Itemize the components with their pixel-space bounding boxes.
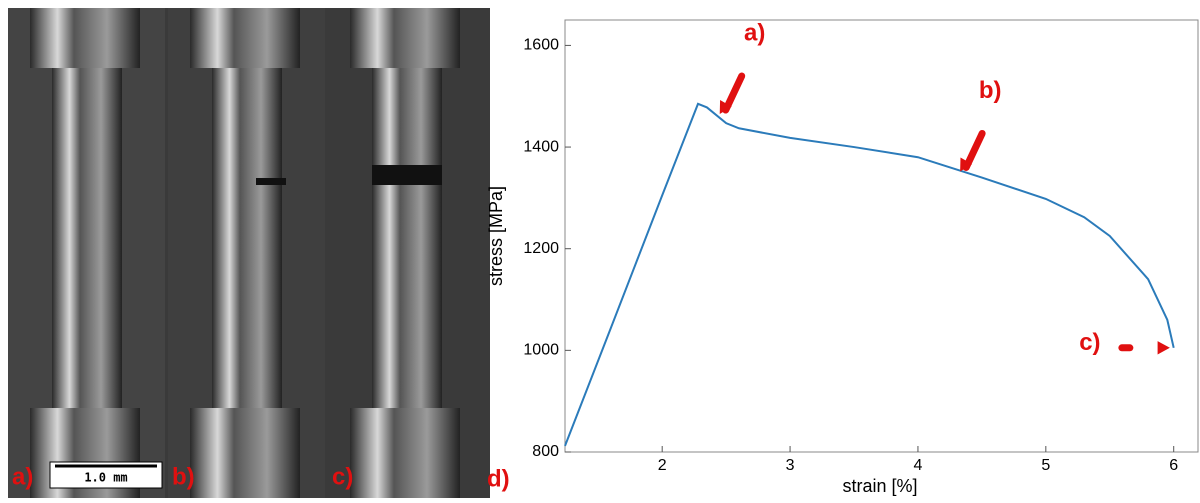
annotation-arrowhead: [719, 100, 732, 115]
panel-label: d): [487, 465, 510, 492]
y-tick-label: 1600: [523, 37, 559, 54]
specimen: [328, 8, 488, 498]
line: [564, 102, 1175, 447]
y-axis-title: stress [MPa]: [486, 186, 506, 286]
x-tick-label: 3: [786, 457, 795, 474]
photo-panels: a) b) c) 1.0 mm: [8, 8, 490, 498]
annotation-arrow: [962, 129, 986, 171]
y-tick-label: 800: [532, 443, 559, 460]
panel-label: b): [172, 463, 195, 490]
y-tick-label: 1400: [523, 138, 559, 155]
annotation: b): [979, 77, 1002, 104]
annotation-arrowhead: [960, 157, 973, 172]
plot-frame: [564, 19, 1199, 453]
annotation: a): [744, 19, 765, 46]
x-tick-label: 2: [658, 457, 667, 474]
panel-label: a): [12, 463, 33, 490]
annotation: c): [1079, 329, 1100, 356]
specimen: [168, 8, 325, 498]
x-tick-label: 5: [1041, 457, 1050, 474]
annotation-arrow: [722, 72, 746, 114]
x-axis-title: strain [%]: [842, 476, 917, 496]
scale-bar-label: 1.0 mm: [84, 471, 127, 485]
specimen: [8, 8, 165, 498]
y-tick-label: 1000: [523, 342, 559, 359]
x-tick-label: 6: [1169, 457, 1178, 474]
x-tick-label: 4: [913, 457, 922, 474]
y-tick-label: 1200: [523, 240, 559, 257]
panel-label: c): [332, 463, 353, 490]
annotation-arrowhead: [1157, 341, 1170, 355]
